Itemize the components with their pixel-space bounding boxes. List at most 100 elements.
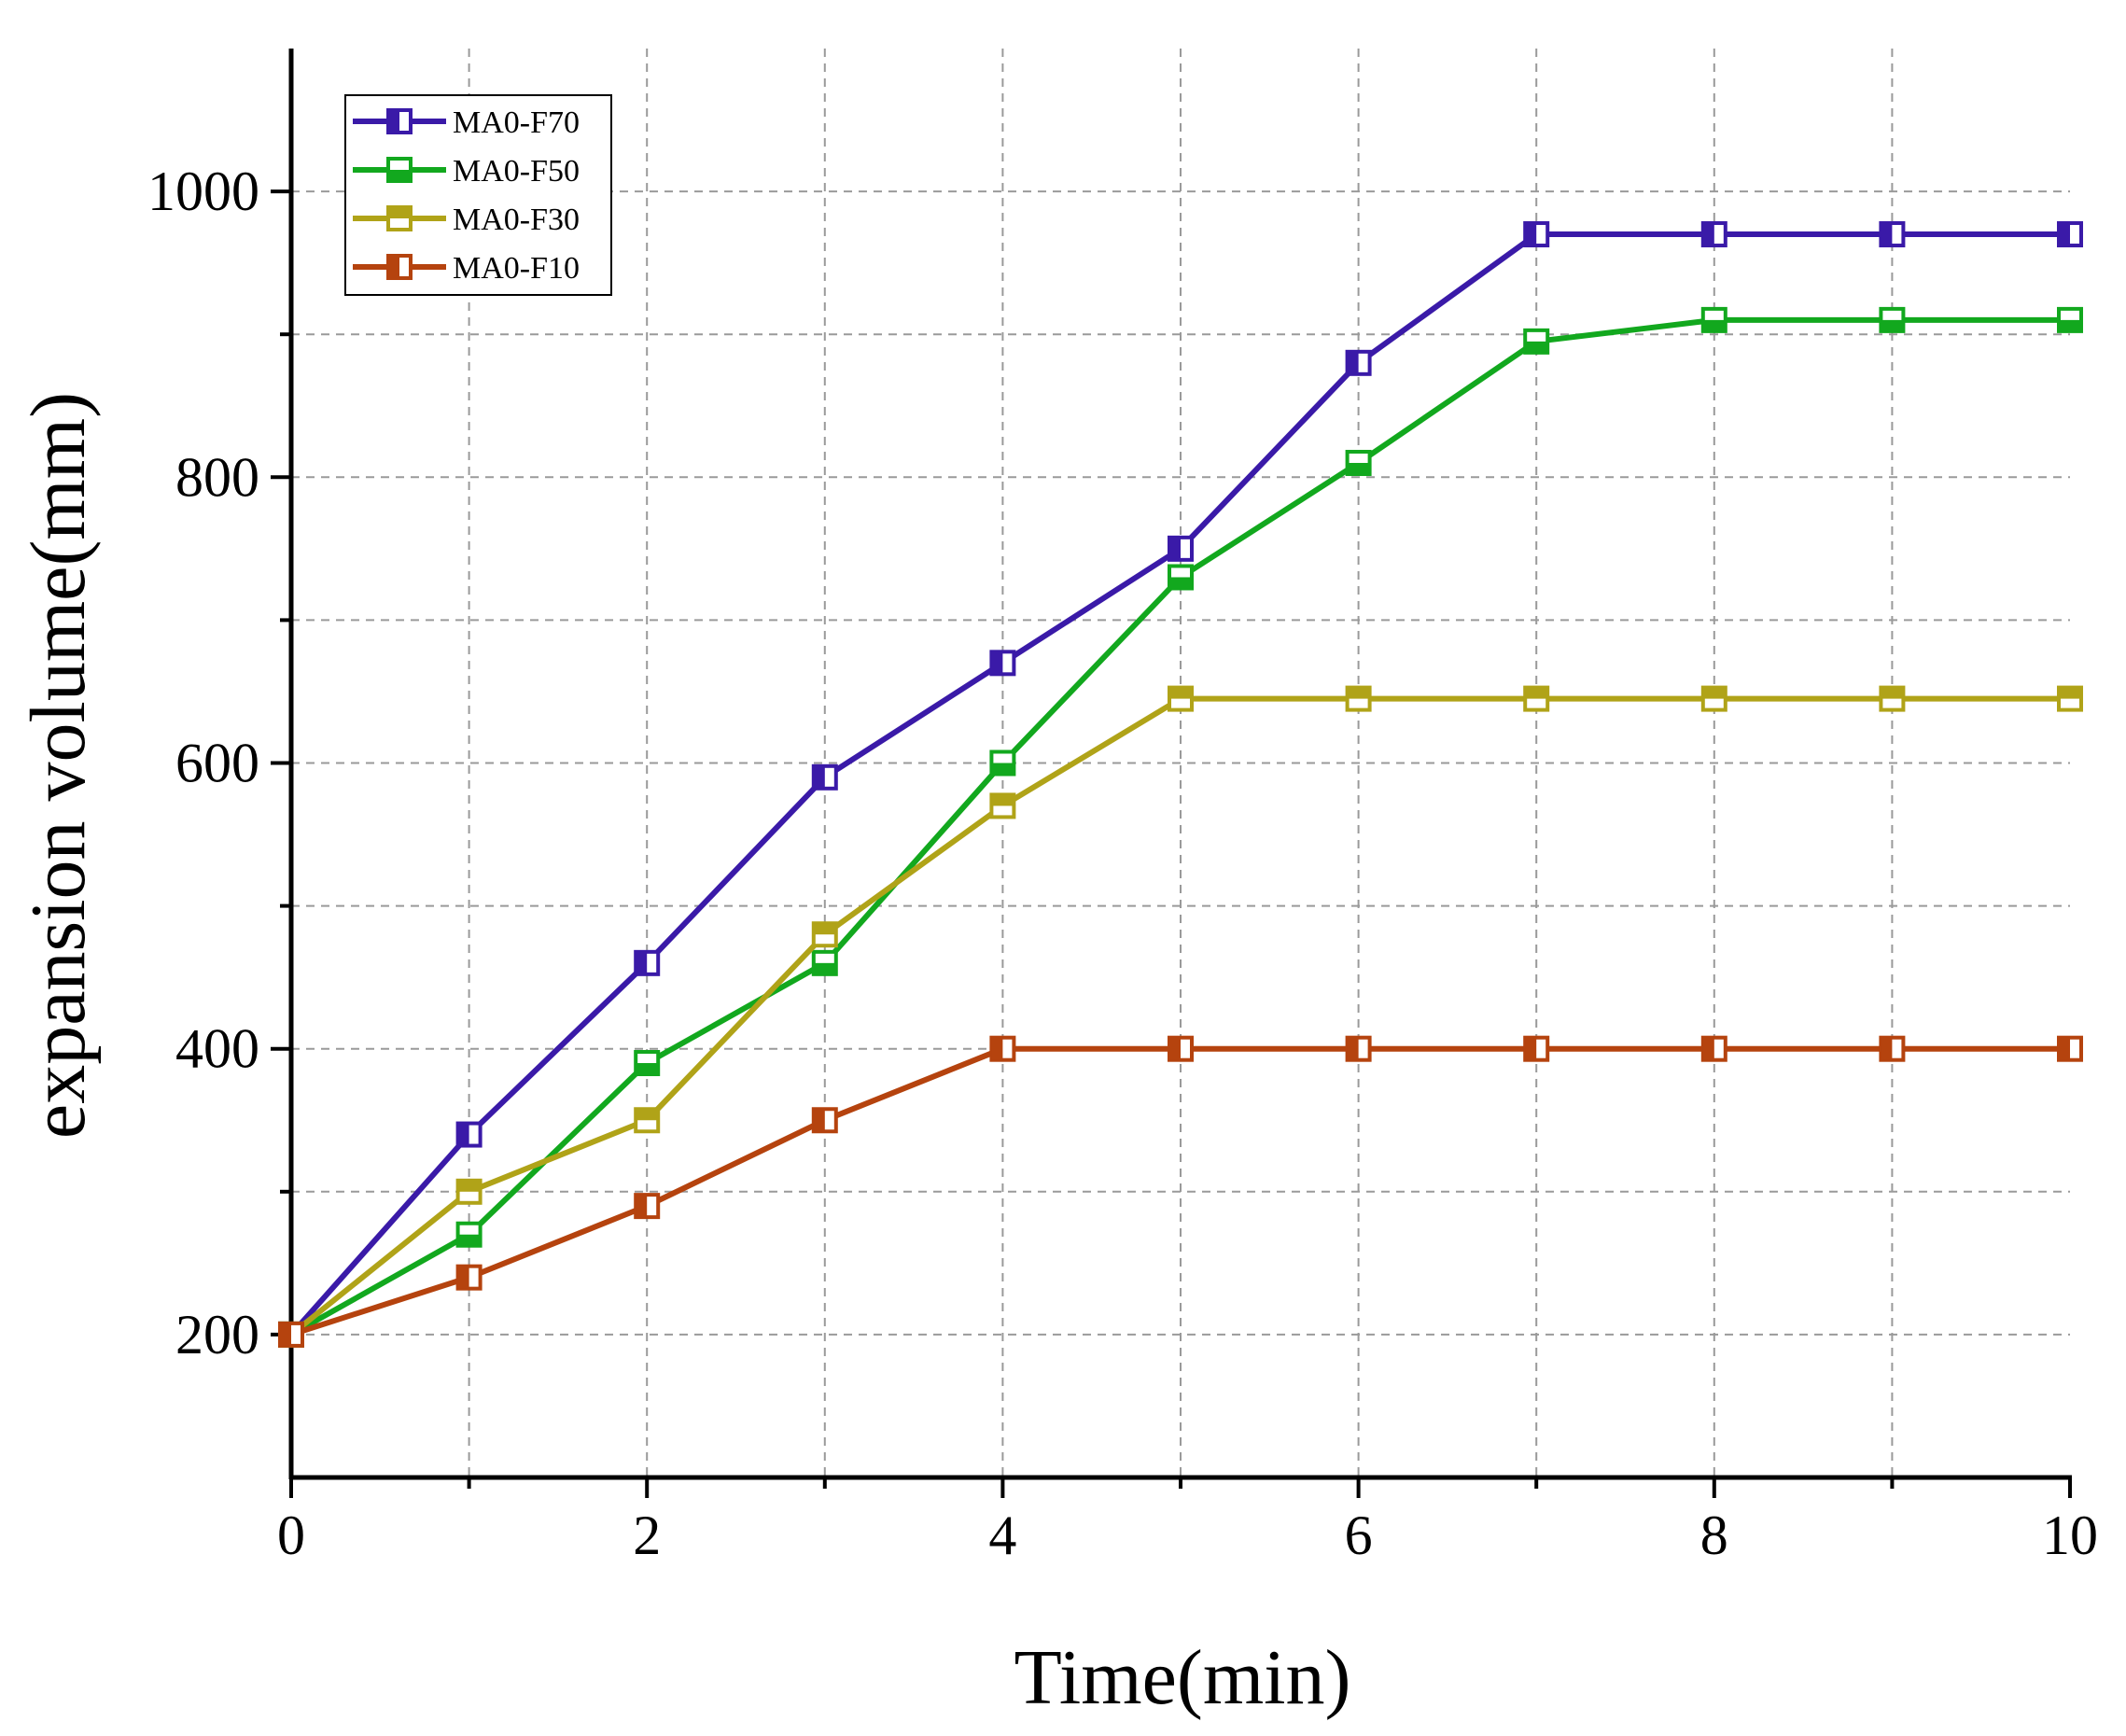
- data-point-ma0-f10: [278, 1321, 304, 1348]
- marker-fill: [1169, 577, 1192, 589]
- data-point-ma0-f30: [2057, 685, 2083, 712]
- marker-fill: [1169, 537, 1181, 560]
- marker-fill: [457, 1266, 469, 1289]
- legend-marker: [386, 205, 413, 231]
- series-group: [278, 221, 2083, 1348]
- marker-fill: [280, 1323, 291, 1346]
- axes: 0 2 4 6 8 10 200 400 600 800 1000: [147, 49, 2098, 1566]
- data-point-ma0-f70: [811, 763, 838, 791]
- data-point-ma0-f70: [989, 650, 1016, 677]
- marker-fill: [457, 1234, 481, 1246]
- marker-fill: [1169, 1037, 1181, 1060]
- data-point-ma0-f70: [1700, 221, 1727, 248]
- data-point-ma0-f10: [1168, 1035, 1194, 1062]
- data-point-ma0-f30: [634, 1107, 661, 1134]
- data-point-ma0-f10: [1700, 1035, 1727, 1062]
- data-point-ma0-f70: [1345, 349, 1372, 376]
- series-ma0-f70: [278, 221, 2083, 1348]
- data-point-ma0-f50: [2057, 306, 2083, 333]
- data-point-ma0-f50: [1345, 449, 1372, 476]
- marker-fill: [388, 207, 411, 218]
- marker-fill: [2059, 1037, 2070, 1060]
- x-tick-label: 2: [633, 1505, 661, 1566]
- data-point-ma0-f10: [2057, 1035, 2083, 1062]
- marker-fill: [636, 1063, 659, 1075]
- marker-fill: [2059, 319, 2081, 331]
- marker-fill: [813, 962, 836, 974]
- legend-label: MA0-F30: [453, 203, 580, 237]
- marker-fill: [636, 1195, 648, 1218]
- marker-fill: [1881, 1037, 1893, 1060]
- data-point-ma0-f50: [634, 1050, 661, 1077]
- data-point-ma0-f50: [1879, 306, 1906, 333]
- marker-fill: [813, 1109, 825, 1132]
- marker-fill: [388, 256, 399, 278]
- legend-item-ma0-f10: MA0-F10: [353, 251, 580, 286]
- data-point-ma0-f10: [989, 1035, 1016, 1062]
- marker-fill: [813, 923, 836, 935]
- data-point-ma0-f10: [1879, 1035, 1906, 1062]
- y-axis-title: expansion volume(mm): [15, 392, 102, 1139]
- data-point-ma0-f70: [1879, 221, 1906, 248]
- x-tick-label: 6: [1345, 1505, 1373, 1566]
- marker-fill: [991, 794, 1014, 806]
- x-tick-label: 4: [988, 1505, 1016, 1566]
- data-point-ma0-f70: [1523, 221, 1550, 248]
- legend-label: MA0-F10: [453, 251, 580, 286]
- x-axis-title: Time(min): [1014, 1634, 1351, 1721]
- data-point-ma0-f10: [1345, 1035, 1372, 1062]
- marker-fill: [991, 1037, 1003, 1060]
- legend-label: MA0-F70: [453, 105, 580, 140]
- legend-item-ma0-f30: MA0-F30: [353, 203, 580, 237]
- marker-fill: [1702, 223, 1714, 246]
- marker-fill: [1702, 687, 1726, 699]
- legend-marker: [386, 108, 413, 134]
- series-ma0-f10: [278, 1035, 2083, 1348]
- x-tick-label: 0: [277, 1505, 305, 1566]
- y-tick-label: 800: [175, 446, 259, 508]
- marker-fill: [388, 170, 411, 181]
- data-point-ma0-f70: [1168, 535, 1194, 562]
- data-point-ma0-f50: [811, 949, 838, 976]
- data-point-ma0-f30: [1168, 685, 1194, 712]
- legend-item-ma0-f50: MA0-F50: [353, 154, 580, 189]
- x-tick-label: 8: [1700, 1505, 1728, 1566]
- data-point-ma0-f30: [1345, 685, 1372, 712]
- marker-fill: [1702, 1037, 1714, 1060]
- data-point-ma0-f50: [1700, 306, 1727, 333]
- legend-label: MA0-F50: [453, 154, 580, 189]
- marker-fill: [636, 1109, 659, 1121]
- marker-fill: [457, 1123, 469, 1146]
- marker-fill: [1347, 462, 1370, 474]
- data-point-ma0-f70: [2057, 221, 2083, 248]
- data-point-ma0-f30: [811, 921, 838, 948]
- x-tick-label: 10: [2042, 1505, 2098, 1566]
- marker-fill: [991, 651, 1003, 675]
- data-point-ma0-f70: [634, 949, 661, 976]
- data-point-ma0-f50: [455, 1221, 483, 1248]
- marker-fill: [457, 1180, 481, 1192]
- marker-fill: [1347, 351, 1359, 374]
- y-tick-label: 400: [175, 1018, 259, 1080]
- data-point-ma0-f70: [455, 1121, 483, 1148]
- marker-fill: [813, 765, 825, 789]
- data-point-ma0-f30: [1879, 685, 1906, 712]
- series-ma0-f50: [278, 306, 2083, 1348]
- data-point-ma0-f30: [989, 792, 1016, 819]
- marker-fill: [1525, 341, 1548, 353]
- data-point-ma0-f10: [1523, 1035, 1550, 1062]
- marker-fill: [1881, 687, 1904, 699]
- data-point-ma0-f10: [455, 1264, 483, 1291]
- marker-fill: [1881, 319, 1904, 331]
- y-tick-label: 1000: [147, 161, 259, 222]
- data-point-ma0-f50: [1523, 328, 1550, 355]
- marker-fill: [636, 951, 648, 974]
- marker-fill: [1347, 687, 1370, 699]
- marker-fill: [991, 763, 1014, 775]
- data-point-ma0-f30: [1700, 685, 1727, 712]
- data-point-ma0-f10: [634, 1193, 661, 1220]
- data-point-ma0-f30: [455, 1178, 483, 1205]
- data-point-ma0-f10: [811, 1107, 838, 1134]
- legend: MA0-F70 MA0-F50 MA0-F30 MA0-F10: [344, 94, 612, 296]
